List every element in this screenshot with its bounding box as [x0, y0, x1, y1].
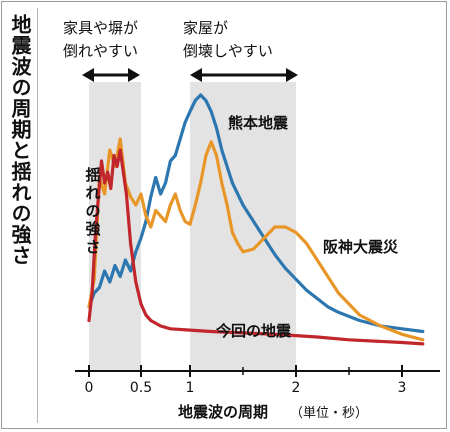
- band-label-line2-2: 倒壊しやすい: [183, 42, 273, 60]
- chart-title: 地震波の周期と揺れの強さ: [8, 14, 32, 266]
- y-axis-label-char: 揺: [85, 166, 100, 184]
- band-label-line2-1: 倒れやすい: [63, 42, 138, 60]
- band-arrow-right-head-2: [286, 68, 298, 82]
- band-label-line1-1: 家具や塀が: [63, 19, 138, 37]
- x-tick-label: 1: [186, 380, 195, 396]
- x-tick-label: 3: [398, 380, 407, 396]
- band-arrow-right-head-1: [128, 68, 140, 82]
- title-divider: [37, 8, 38, 423]
- y-axis-label-char: 強: [85, 220, 100, 238]
- series-label-2: 阪神大震災: [323, 238, 399, 256]
- x-axis-label: 地震波の周期: [178, 403, 268, 421]
- band-arrow-left-head-1: [82, 68, 94, 82]
- series-line-1: [87, 93, 425, 334]
- x-tick-label: 0.5: [130, 380, 152, 396]
- series-label-3: 今回の地震: [215, 322, 292, 340]
- band-arrow-left-head-2: [190, 68, 202, 82]
- x-tick-label: 0: [85, 380, 94, 396]
- x-tick-label: 2: [292, 380, 301, 396]
- band-label-line1-2: 家屋が: [183, 19, 228, 37]
- y-axis-label-char: さ: [85, 238, 100, 256]
- y-axis-label-char: れ: [85, 184, 100, 202]
- series-label-1: 熊本地震: [228, 114, 289, 132]
- x-axis-unit: （単位・秒）: [290, 405, 368, 421]
- series-line-3: [87, 148, 425, 346]
- y-axis-label-char: の: [85, 202, 100, 220]
